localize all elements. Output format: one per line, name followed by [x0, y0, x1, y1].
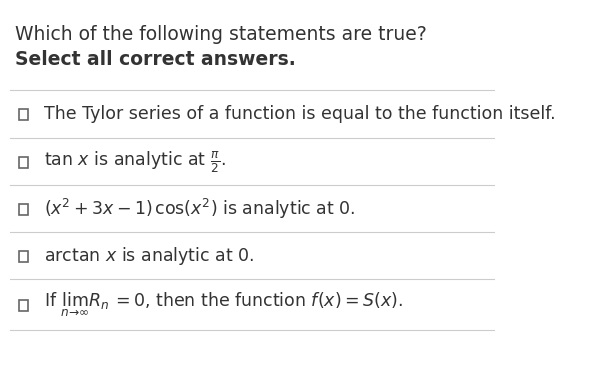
FancyBboxPatch shape — [19, 251, 29, 261]
FancyBboxPatch shape — [19, 204, 29, 214]
Text: arctan $x$ is analytic at 0.: arctan $x$ is analytic at 0. — [44, 245, 255, 267]
FancyBboxPatch shape — [19, 109, 29, 119]
Text: If $\lim_{n \to \infty} R_n = 0$, then the function $f(x) = S(x)$.: If $\lim_{n \to \infty} R_n = 0$, then t… — [44, 291, 403, 319]
Text: The Tylor series of a function is equal to the function itself.: The Tylor series of a function is equal … — [44, 105, 556, 123]
Text: Select all correct answers.: Select all correct answers. — [15, 50, 296, 69]
Text: Which of the following statements are true?: Which of the following statements are tr… — [15, 25, 427, 44]
FancyBboxPatch shape — [19, 156, 29, 167]
Text: $(x^2 + 3x - 1)\,\cos(x^2)$ is analytic at 0.: $(x^2 + 3x - 1)\,\cos(x^2)$ is analytic … — [44, 197, 356, 221]
Text: tan $x$ is analytic at $\frac{\pi}{2}$.: tan $x$ is analytic at $\frac{\pi}{2}$. — [44, 149, 226, 175]
FancyBboxPatch shape — [19, 300, 29, 310]
